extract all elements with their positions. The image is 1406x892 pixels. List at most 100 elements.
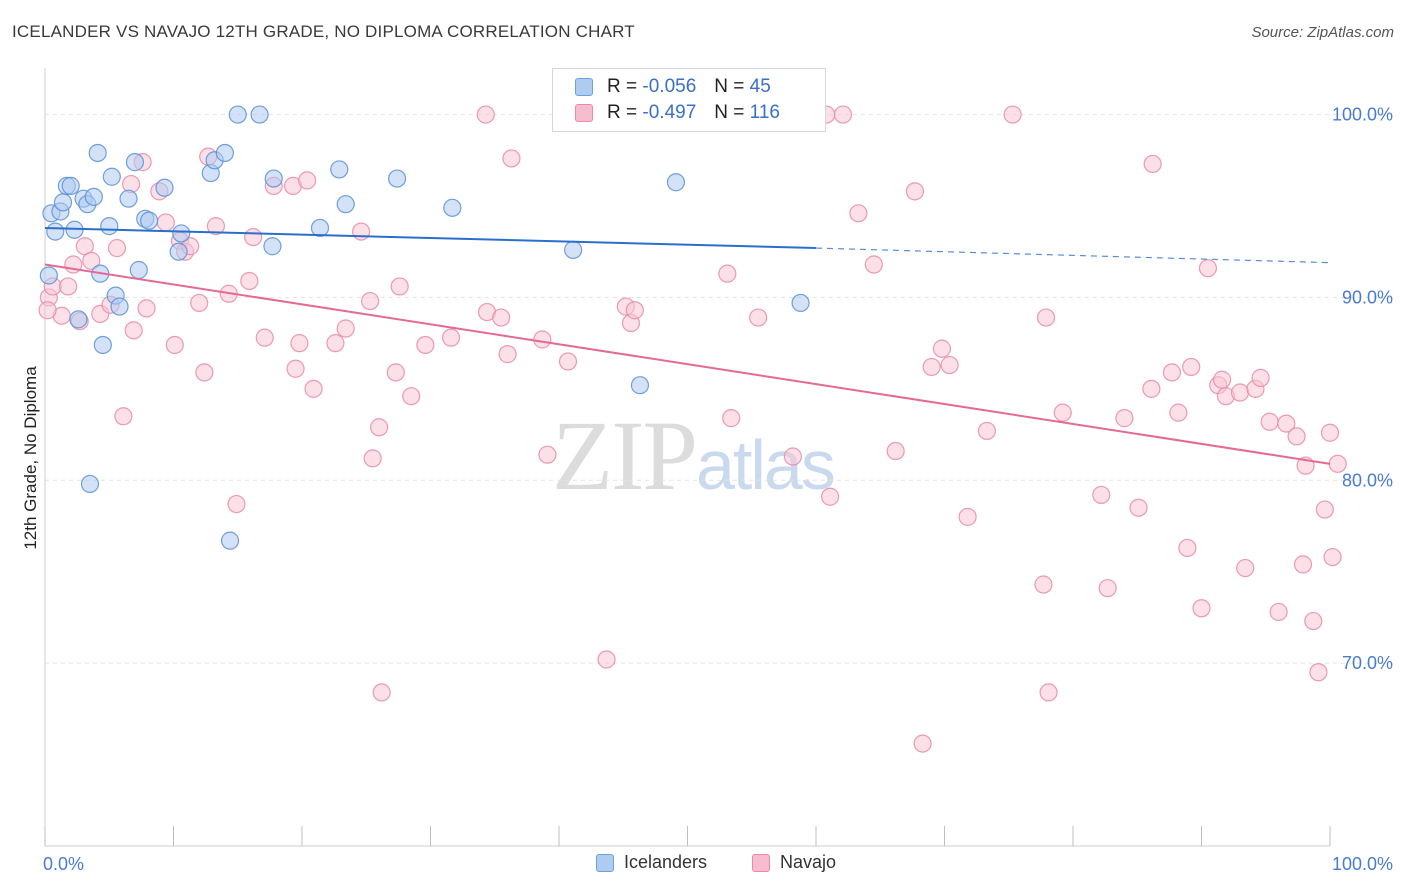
navajo-point [1260, 412, 1279, 431]
navajo-point [492, 308, 511, 327]
navajo-point [1198, 259, 1218, 278]
icelanders-legend-swatch [596, 853, 614, 872]
icelanders-point [215, 143, 234, 163]
navajo-point [352, 222, 371, 241]
icelanders-point [443, 198, 462, 217]
navajo-point [502, 149, 521, 168]
navajo-point [1039, 683, 1058, 702]
icelanders-point [220, 531, 240, 550]
navajo-point [977, 421, 997, 441]
tick-labels: 70.0% 80.0% 90.0% 100.0% 0.0% 100.0% [43, 105, 1393, 874]
navajo-point [538, 445, 557, 464]
navajo-point [718, 264, 737, 283]
navajo-point [849, 204, 868, 223]
icelanders-point [336, 195, 355, 214]
icelanders-point [169, 242, 188, 261]
navajo-point [124, 321, 143, 340]
navajo-point [958, 507, 977, 526]
icelanders-point [102, 167, 121, 186]
navajo-point [749, 308, 768, 327]
navajo-point [326, 334, 345, 353]
icelanders-point [84, 187, 103, 206]
icelanders-point [387, 169, 407, 188]
icelanders-point [119, 189, 138, 208]
grid-lines [45, 114, 1392, 664]
navajo-point [558, 352, 578, 371]
navajo-point [1036, 308, 1056, 327]
icelanders-point [630, 376, 650, 395]
navajo-legend-swatch [752, 853, 770, 872]
navajo-point [1092, 485, 1111, 505]
icelanders-swatch [575, 78, 593, 96]
navajo-n-value: 116 [749, 102, 780, 123]
watermark-zip: ZIP [552, 400, 698, 511]
icelanders-point [250, 105, 269, 124]
icelanders-n-value: 45 [749, 76, 771, 97]
icelanders-point [172, 224, 191, 243]
navajo-swatch [575, 104, 593, 122]
navajo-point [386, 363, 405, 382]
navajo-point [402, 387, 421, 406]
navajo-point [864, 255, 883, 274]
r-label: R = [607, 76, 638, 97]
navajo-point [1129, 498, 1148, 517]
icelanders-point [88, 143, 107, 163]
y-axis-label: 12th Grade, No Diploma [21, 366, 40, 550]
icelanders-point [139, 211, 159, 230]
bottom-legend-icelanders: Icelanders [596, 852, 707, 873]
navajo-point [625, 301, 644, 320]
r-label: R = [607, 102, 638, 123]
navajo-point [363, 449, 382, 468]
icelanders-point [791, 293, 810, 313]
bottom-legend-navajo: Navajo [752, 852, 836, 873]
navajo-point [244, 227, 263, 247]
icelanders-point [264, 169, 283, 188]
icelanders-point [263, 237, 282, 256]
navajo-point [390, 277, 409, 296]
navajo-point [1309, 663, 1328, 682]
navajo-point [1178, 538, 1197, 558]
navajo-point [498, 345, 517, 364]
navajo-point [833, 105, 853, 124]
y-tick-label: 100.0% [1332, 105, 1393, 125]
navajo-point [722, 409, 741, 428]
icelanders-legend-label: Icelanders [624, 852, 708, 872]
navajo-point [298, 171, 317, 190]
icelanders-point [228, 105, 247, 124]
y-tick-label: 80.0% [1342, 470, 1393, 490]
icelanders-point [110, 297, 129, 316]
icelanders-point [310, 218, 330, 238]
legend-row-navajo: R = -0.497 N = 116 [575, 101, 780, 125]
icelanders-point [61, 176, 80, 195]
icelanders-r-value: -0.056 [642, 76, 697, 97]
correlation-legend: R = -0.056 N = 45 R = -0.497 N = 116 [552, 68, 826, 132]
navajo-point [1162, 363, 1182, 382]
navajo-point [1230, 383, 1250, 402]
icelanders-point [80, 474, 100, 494]
navajo-point [38, 301, 57, 320]
x-tick-label: 100.0% [1332, 854, 1393, 874]
navajo-r-value: -0.497 [642, 102, 697, 123]
navajo-point [372, 683, 391, 702]
navajo-point [1320, 423, 1340, 442]
icelanders-point [93, 335, 112, 355]
navajo-point [905, 182, 925, 201]
navajo-point [1142, 379, 1161, 398]
navajo-point [1323, 547, 1342, 567]
navajo-point [886, 441, 905, 461]
navajo-point [195, 363, 214, 382]
icelanders-point [564, 240, 583, 259]
navajo-point [821, 487, 840, 506]
navajo-point [1169, 403, 1188, 422]
navajo-point [286, 359, 305, 378]
navajo-point [1315, 500, 1334, 519]
navajo-point [290, 334, 309, 353]
navajo-point [940, 355, 959, 375]
navajo-point [361, 291, 380, 311]
navajo-point [783, 447, 802, 466]
navajo-point [206, 217, 226, 236]
icelanders-point [46, 222, 65, 241]
icelanders-trend-line [44, 226, 817, 250]
navajo-point [533, 330, 552, 349]
icelanders-point [155, 178, 174, 197]
